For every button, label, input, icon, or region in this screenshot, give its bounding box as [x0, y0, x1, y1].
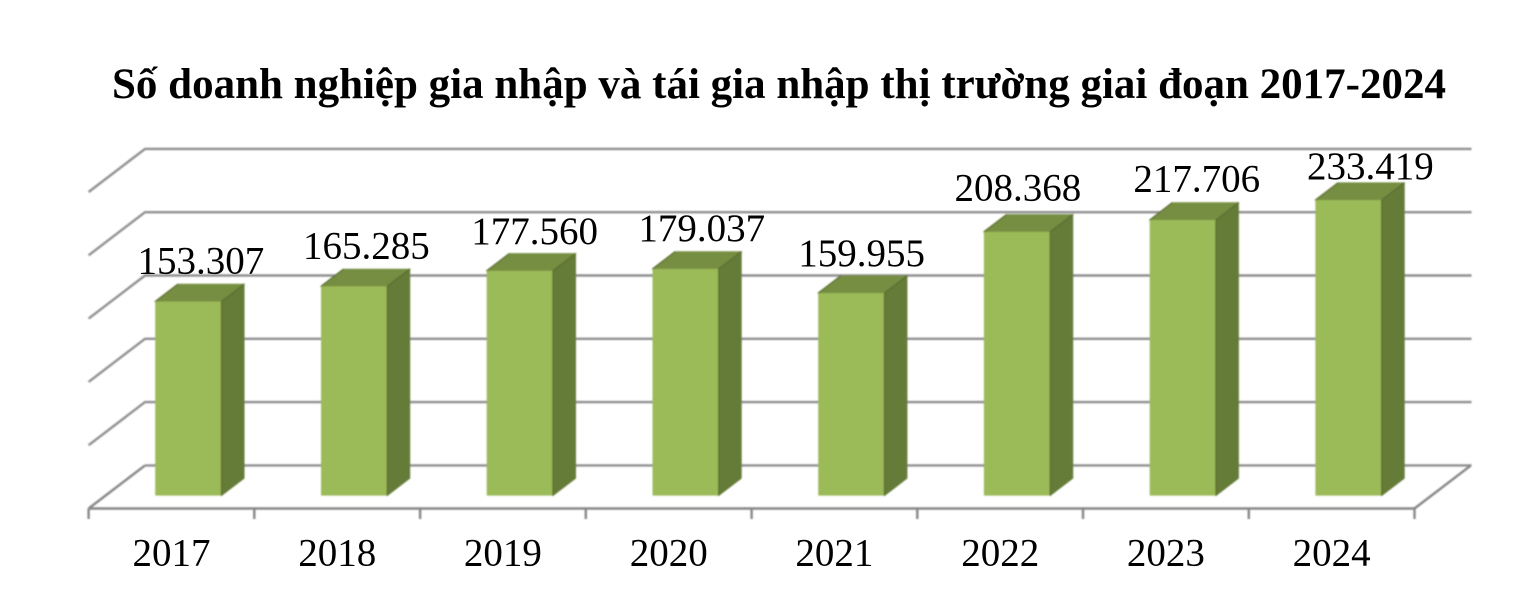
svg-text:208.368: 208.368 — [955, 166, 1082, 209]
svg-text:217.706: 217.706 — [1133, 158, 1260, 201]
svg-text:2022: 2022 — [961, 532, 1039, 575]
svg-text:153.307: 153.307 — [138, 240, 265, 283]
svg-text:165.285: 165.285 — [303, 225, 430, 268]
svg-text:2024: 2024 — [1293, 532, 1371, 575]
svg-text:179.037: 179.037 — [638, 207, 765, 250]
svg-text:2023: 2023 — [1127, 532, 1205, 575]
svg-text:2019: 2019 — [464, 532, 542, 575]
svg-text:2018: 2018 — [298, 532, 376, 575]
svg-text:2017: 2017 — [133, 532, 211, 575]
svg-text:2020: 2020 — [630, 532, 708, 575]
svg-text:233.419: 233.419 — [1307, 145, 1434, 188]
svg-text:177.560: 177.560 — [471, 210, 598, 253]
svg-text:2021: 2021 — [795, 532, 873, 575]
svg-text:159.955: 159.955 — [798, 232, 925, 275]
svg-text:Số doanh nghiệp gia nhập và tá: Số doanh nghiệp gia nhập và tái gia nhập… — [112, 61, 1446, 108]
